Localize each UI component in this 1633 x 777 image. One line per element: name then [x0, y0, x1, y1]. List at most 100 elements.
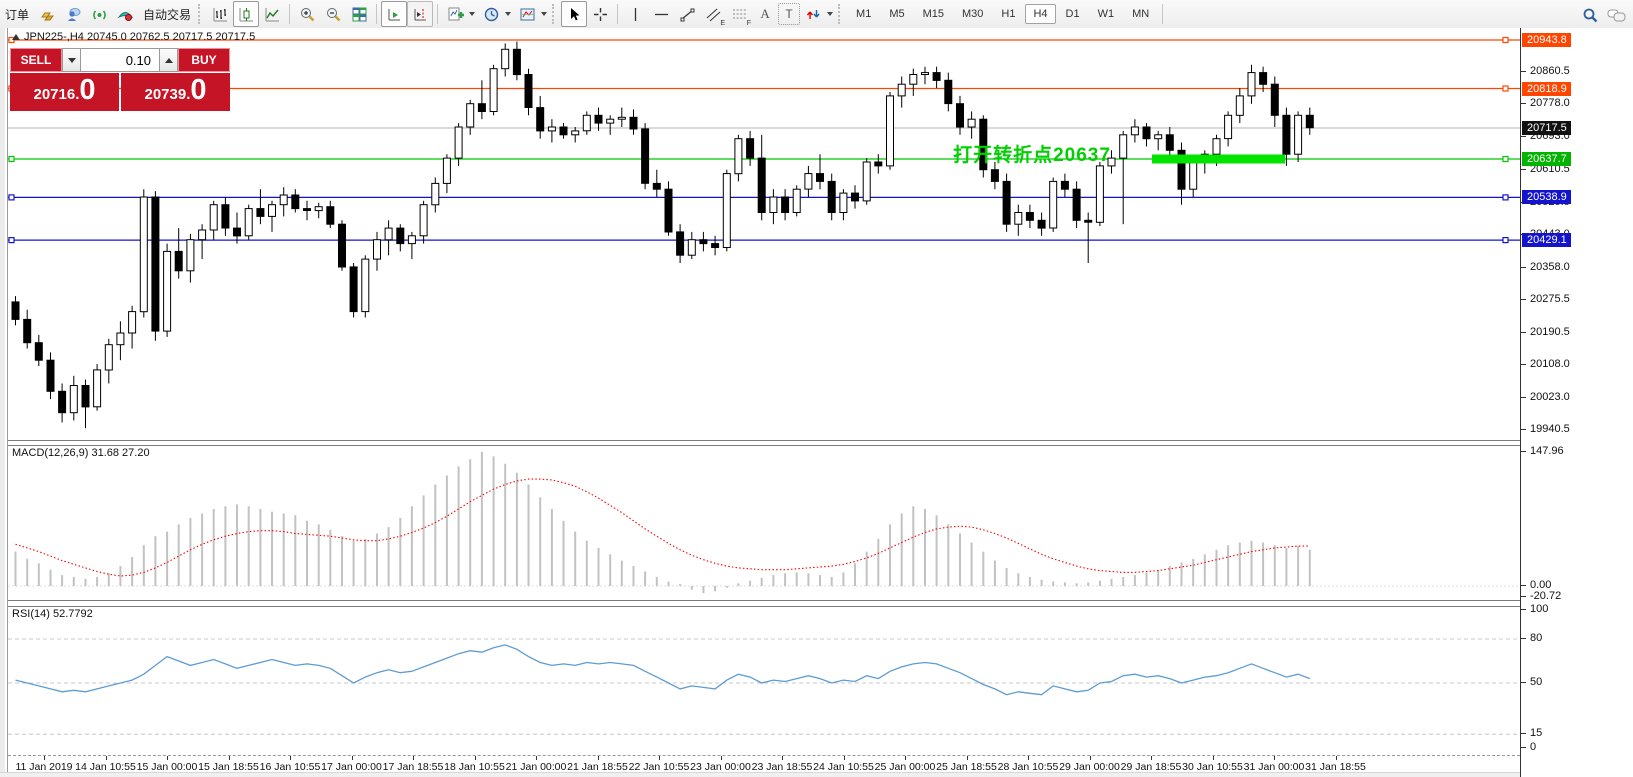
timeframe-button-MN[interactable]: MN — [1132, 8, 1150, 20]
time-tick — [351, 756, 353, 760]
timeframe-button-W1[interactable]: W1 — [1097, 8, 1115, 20]
price-axis[interactable]: 20860.520778.020693.020610.520525.520443… — [1520, 28, 1633, 777]
rsi-tick-label: 100 — [1521, 603, 1548, 615]
auto-scroll-icon[interactable] — [381, 1, 408, 27]
macd-tick-label: 147.96 — [1521, 445, 1564, 457]
buy-price[interactable]: 20739. 0 — [121, 73, 230, 111]
time-axis[interactable]: 11 Jan 2019 14 Jan 10:55 15 Jan 00:00 15 Ja… — [8, 755, 1520, 777]
time-label: 25 Jan 18:55 — [936, 761, 997, 773]
zoom-in-icon[interactable] — [294, 1, 320, 27]
tile-windows-icon[interactable] — [346, 1, 372, 27]
timeframe-button-M1[interactable]: M1 — [856, 8, 872, 20]
time-label: 21 Jan 18:55 — [567, 761, 628, 773]
time-label: 17 Jan 00:00 — [321, 761, 382, 773]
bar-chart-icon[interactable] — [207, 1, 233, 27]
cursor-icon[interactable] — [561, 1, 588, 27]
line-handle[interactable] — [1502, 36, 1509, 44]
pane-splitter[interactable] — [8, 600, 1520, 607]
candlestick-chart-icon[interactable] — [233, 1, 260, 27]
macd-pane[interactable]: MACD(12,26,9) 31.68 27.20 — [8, 444, 1520, 600]
rsi-label: RSI(14) 52.7792 — [12, 608, 93, 620]
new-order-label[interactable]: 订单 — [5, 7, 30, 22]
vertical-line-icon[interactable] — [622, 1, 648, 27]
toolbar-grip — [198, 4, 203, 24]
timeframe-button-M15[interactable]: M15 — [922, 8, 944, 20]
symbol-info-text: JPN225-,H4 20745.0 20762.5 20717.5 20717… — [24, 31, 256, 43]
horizontal-line-icon[interactable] — [648, 1, 674, 27]
time-label: 17 Jan 18:55 — [382, 761, 444, 773]
volume-decrease-button[interactable] — [62, 48, 81, 72]
templates-icon[interactable] — [514, 1, 540, 27]
time-label: 28 Jan 10:55 — [997, 761, 1059, 773]
periods-dropdown-caret[interactable] — [505, 12, 512, 16]
macd-histogram — [14, 451, 1311, 594]
timeframe-button-H4[interactable]: H4 — [1025, 4, 1056, 24]
zoom-out-icon[interactable] — [320, 1, 346, 27]
line-handle[interactable] — [8, 194, 15, 201]
signals-icon[interactable] — [86, 1, 112, 27]
sell-button[interactable]: SELL — [10, 48, 62, 72]
price-tick-label: 20023.0 — [1521, 391, 1570, 403]
buy-button[interactable]: BUY — [178, 48, 230, 72]
macd-label: MACD(12,26,9) 31.68 27.20 — [12, 447, 150, 459]
buy-price-main: 20739 — [144, 86, 187, 103]
line-chart-icon[interactable] — [259, 1, 285, 27]
expand-triangle-icon[interactable] — [12, 34, 20, 40]
autotrading-button[interactable]: 自动交易 — [143, 7, 192, 22]
price-tick-label: 20190.5 — [1521, 326, 1570, 338]
arrows-dropdown-caret[interactable] — [827, 12, 834, 16]
line-handle[interactable] — [1502, 155, 1509, 163]
trendline-icon[interactable] — [674, 1, 700, 27]
volume-increase-button[interactable] — [159, 48, 178, 72]
timeframe-button-M5[interactable]: M5 — [889, 8, 905, 20]
periods-icon[interactable] — [478, 1, 504, 27]
timeframe-button-H1[interactable]: H1 — [1001, 8, 1016, 20]
volume-input[interactable]: 0.10 — [81, 48, 159, 72]
price-tick-label: 20860.5 — [1521, 65, 1570, 77]
sell-price-dot: . — [75, 86, 80, 103]
line-handle[interactable] — [8, 36, 15, 44]
crosshair-icon[interactable] — [587, 1, 613, 27]
templates-dropdown-caret[interactable] — [541, 12, 548, 16]
rsi-pane[interactable]: RSI(14) 52.7792 — [8, 605, 1520, 755]
chart-annotation[interactable]: 打开转折点20637 — [953, 145, 1111, 166]
price-badge: 20818.9 — [1522, 81, 1571, 96]
line-handle[interactable] — [8, 155, 15, 163]
fibonacci-icon[interactable]: F — [726, 1, 752, 27]
line-handle[interactable] — [1502, 194, 1509, 201]
line-handle[interactable] — [8, 237, 15, 244]
gold-icon[interactable] — [34, 1, 60, 27]
arrows-icon[interactable] — [800, 1, 826, 27]
search-icon[interactable] — [1577, 2, 1603, 28]
line-handle[interactable] — [1502, 85, 1509, 92]
chart-shift-icon[interactable] — [407, 1, 434, 27]
market-icon[interactable] — [112, 1, 138, 27]
community-icon[interactable] — [60, 1, 86, 27]
toolbar-separator — [376, 4, 378, 24]
time-tick — [1274, 756, 1275, 760]
pane-splitter[interactable] — [8, 440, 1520, 446]
rsi-line — [15, 644, 1311, 696]
price-chart-pane[interactable] — [8, 28, 1520, 440]
time-label: 15 Jan 00:00 — [136, 761, 198, 773]
time-tick — [474, 756, 476, 760]
time-label: 21 Jan 00:00 — [505, 761, 567, 773]
timeframe-button-D1[interactable]: D1 — [1065, 8, 1080, 20]
price-tick-label: 20778.0 — [1521, 97, 1570, 109]
price-badge: 20637.7 — [1522, 151, 1571, 166]
rsi-tick-label: 80 — [1521, 632, 1542, 644]
indicators-icon[interactable] — [442, 1, 468, 27]
macd-tick-label: -20.72 — [1521, 590, 1561, 602]
indicators-dropdown-caret[interactable] — [469, 12, 476, 16]
text-label-icon[interactable]: T — [778, 3, 801, 25]
pivot-highlight-segment[interactable] — [1152, 154, 1285, 164]
timeframe-button-M30[interactable]: M30 — [962, 8, 984, 20]
sell-price[interactable]: 20716. 0 — [10, 73, 119, 111]
price-tick-label: 20358.0 — [1521, 261, 1570, 273]
equidistant-channel-icon[interactable]: E — [700, 1, 726, 27]
line-handle[interactable] — [1502, 237, 1509, 244]
chat-icon[interactable] — [1603, 2, 1629, 28]
text-icon[interactable]: A — [760, 6, 770, 21]
time-tick — [536, 756, 537, 760]
toolbar-grip — [838, 4, 843, 24]
